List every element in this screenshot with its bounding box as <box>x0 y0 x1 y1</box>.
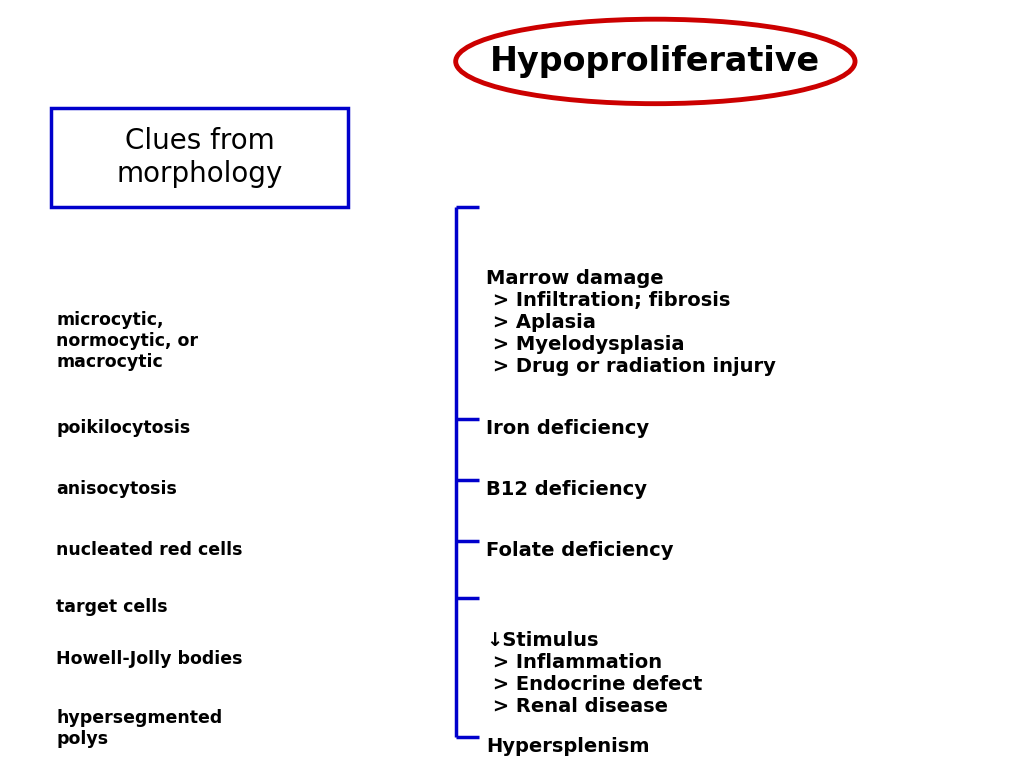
Text: Iron deficiency: Iron deficiency <box>486 419 649 438</box>
Text: microcytic,
normocytic, or
macrocytic: microcytic, normocytic, or macrocytic <box>56 311 199 371</box>
Text: Clues from
morphology: Clues from morphology <box>117 127 283 187</box>
Text: Marrow damage
 > Infiltration; fibrosis
 > Aplasia
 > Myelodysplasia
 > Drug or : Marrow damage > Infiltration; fibrosis >… <box>486 269 776 376</box>
Text: Hypersplenism: Hypersplenism <box>486 737 650 756</box>
Text: Howell-Jolly bodies: Howell-Jolly bodies <box>56 650 243 668</box>
Text: hypersegmented
polys: hypersegmented polys <box>56 709 222 748</box>
Text: anisocytosis: anisocytosis <box>56 480 177 498</box>
Text: Hypoproliferative: Hypoproliferative <box>490 45 820 78</box>
Text: ↓Stimulus
 > Inflammation
 > Endocrine defect
 > Renal disease: ↓Stimulus > Inflammation > Endocrine def… <box>486 631 702 717</box>
Text: nucleated red cells: nucleated red cells <box>56 541 243 559</box>
Text: target cells: target cells <box>56 598 168 615</box>
Text: poikilocytosis: poikilocytosis <box>56 419 190 436</box>
Text: B12 deficiency: B12 deficiency <box>486 480 647 499</box>
Text: Folate deficiency: Folate deficiency <box>486 541 674 561</box>
